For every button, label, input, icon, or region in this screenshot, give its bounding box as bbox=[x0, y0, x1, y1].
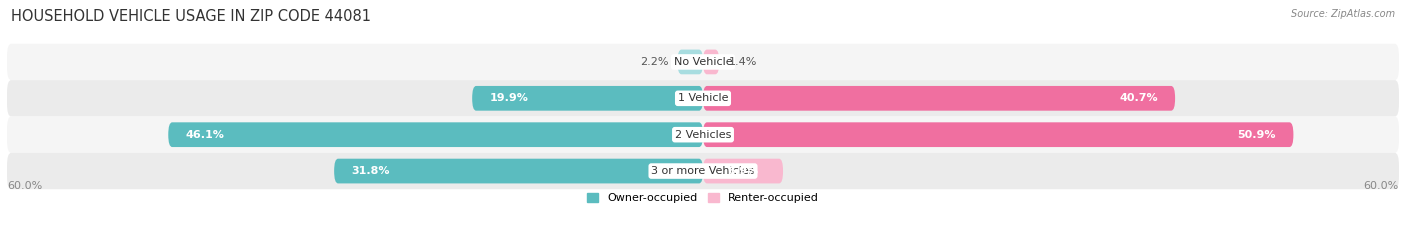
Text: HOUSEHOLD VEHICLE USAGE IN ZIP CODE 44081: HOUSEHOLD VEHICLE USAGE IN ZIP CODE 4408… bbox=[11, 9, 371, 24]
Text: 19.9%: 19.9% bbox=[489, 93, 529, 103]
Text: 2.2%: 2.2% bbox=[640, 57, 668, 67]
FancyBboxPatch shape bbox=[678, 50, 703, 74]
Text: 60.0%: 60.0% bbox=[1364, 181, 1399, 191]
Text: 6.9%: 6.9% bbox=[727, 166, 759, 176]
FancyBboxPatch shape bbox=[703, 159, 783, 183]
FancyBboxPatch shape bbox=[7, 116, 1399, 153]
FancyBboxPatch shape bbox=[703, 122, 1294, 147]
FancyBboxPatch shape bbox=[169, 122, 703, 147]
FancyBboxPatch shape bbox=[7, 153, 1399, 189]
FancyBboxPatch shape bbox=[472, 86, 703, 111]
Text: 50.9%: 50.9% bbox=[1237, 130, 1277, 140]
Text: No Vehicle: No Vehicle bbox=[673, 57, 733, 67]
FancyBboxPatch shape bbox=[703, 50, 720, 74]
Text: 1 Vehicle: 1 Vehicle bbox=[678, 93, 728, 103]
FancyBboxPatch shape bbox=[703, 86, 1175, 111]
FancyBboxPatch shape bbox=[7, 44, 1399, 80]
Legend: Owner-occupied, Renter-occupied: Owner-occupied, Renter-occupied bbox=[586, 193, 820, 203]
FancyBboxPatch shape bbox=[7, 80, 1399, 116]
Text: 31.8%: 31.8% bbox=[352, 166, 389, 176]
Text: 1.4%: 1.4% bbox=[728, 57, 756, 67]
Text: Source: ZipAtlas.com: Source: ZipAtlas.com bbox=[1291, 9, 1395, 19]
FancyBboxPatch shape bbox=[335, 159, 703, 183]
Text: 2 Vehicles: 2 Vehicles bbox=[675, 130, 731, 140]
Text: 60.0%: 60.0% bbox=[7, 181, 42, 191]
Text: 46.1%: 46.1% bbox=[186, 130, 225, 140]
Text: 3 or more Vehicles: 3 or more Vehicles bbox=[651, 166, 755, 176]
Text: 40.7%: 40.7% bbox=[1119, 93, 1157, 103]
